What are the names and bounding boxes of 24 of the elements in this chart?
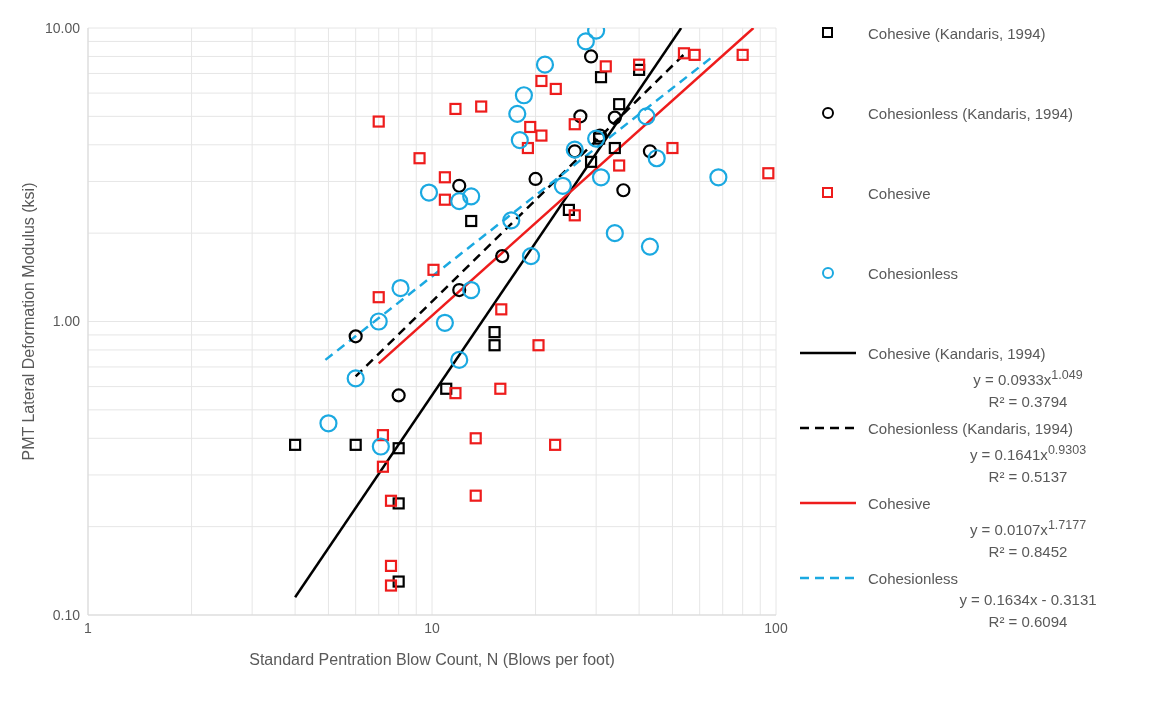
y-tick-label: 10.00 (44, 19, 81, 36)
legend-label: Cohesive (Kandaris, 1994) (868, 24, 1046, 42)
legend-label: Cohesionless (Kandaris, 1994) (868, 419, 1074, 437)
x-tick-label: 1 (84, 619, 93, 636)
text: y = 0.0933x$^{1.049}$ (973, 368, 1083, 388)
x-tick-label: 10 (424, 619, 440, 636)
x-tick-label: 100 (764, 619, 788, 636)
legend-label: Cohesionless (868, 264, 959, 282)
text: y = 0.1641x$^{0.9303}$ (969, 443, 1087, 463)
text: y = 0.0107x$^{1.7177}$ (969, 518, 1087, 538)
legend-label: Cohesive (868, 184, 931, 202)
legend-label: Cohesive (868, 494, 931, 512)
y-axis-title: PMT Lateral Deformation Modulus (ksi) (19, 182, 37, 461)
text: R² = 0.5137 (988, 468, 1068, 485)
text: R² = 0.6094 (988, 613, 1068, 630)
y-tick-label: 1.00 (52, 313, 81, 330)
legend-label: Cohesionless (868, 569, 959, 587)
y-tick-label: 0.10 (52, 606, 81, 623)
x-axis-title: Standard Pentration Blow Count, N (Blows per foot) (249, 651, 615, 668)
text: R² = 0.3794 (988, 393, 1068, 410)
legend-label: Cohesive (Kandaris, 1994) (868, 344, 1046, 362)
text: R² = 0.8452 (988, 543, 1068, 560)
text: y = 0.1634x - 0.3131 (959, 591, 1097, 608)
legend-label: Cohesionless (Kandaris, 1994) (868, 104, 1074, 122)
